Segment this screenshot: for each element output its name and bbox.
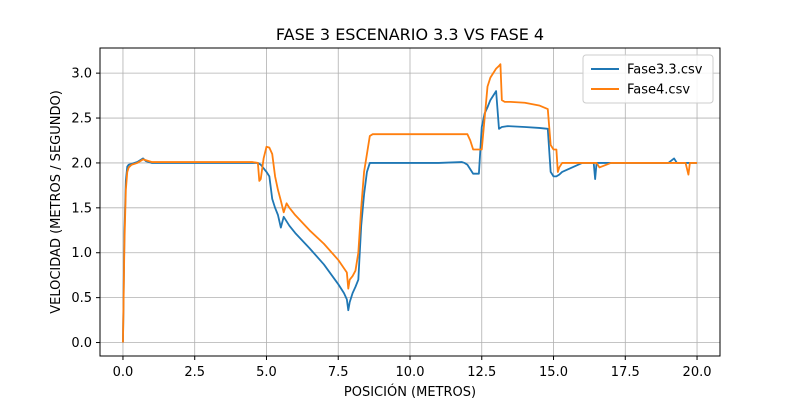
y-axis-label: VELOCIDAD (METROS / SEGUNDO) <box>49 90 64 314</box>
legend-box <box>582 54 714 104</box>
y-tick-label: 0.5 <box>71 291 92 306</box>
x-axis-ticks: 0.0 2.5 5.0 7.5 10.0 12.5 15.0 17.5 20.0 <box>113 356 712 380</box>
chart-title: FASE 3 ESCENARIO 3.3 VS FASE 4 <box>276 25 544 44</box>
series-line-1 <box>122 90 698 343</box>
y-tick-label: 1.5 <box>71 201 92 216</box>
y-tick-label: 2.0 <box>71 156 92 171</box>
x-tick-label: 17.5 <box>611 365 640 380</box>
y-tick-label: 2.5 <box>71 112 92 127</box>
x-tick-label: 2.5 <box>184 365 205 380</box>
series-line-2 <box>122 63 698 343</box>
x-tick-label: 20.0 <box>683 365 712 380</box>
legend-label: Fase4.csv <box>627 83 690 98</box>
y-axis-ticks: 0.0 0.5 1.0 1.5 2.0 2.5 3.0 <box>71 67 100 351</box>
y-tick-label: 0.0 <box>71 336 92 351</box>
legend: Fase3.3.csv Fase4.csv <box>582 54 714 104</box>
y-tick-label: 3.0 <box>71 67 92 82</box>
x-axis-label: POSICIÓN (METROS) <box>344 384 476 400</box>
x-tick-label: 5.0 <box>256 365 277 380</box>
x-tick-label: 10.0 <box>396 365 425 380</box>
legend-label: Fase3.3.csv <box>627 63 703 78</box>
series-lines <box>122 63 698 343</box>
x-tick-label: 15.0 <box>539 365 568 380</box>
x-tick-label: 0.0 <box>113 365 134 380</box>
y-tick-label: 1.0 <box>71 246 92 261</box>
x-tick-label: 7.5 <box>328 365 349 380</box>
x-tick-label: 12.5 <box>467 365 496 380</box>
